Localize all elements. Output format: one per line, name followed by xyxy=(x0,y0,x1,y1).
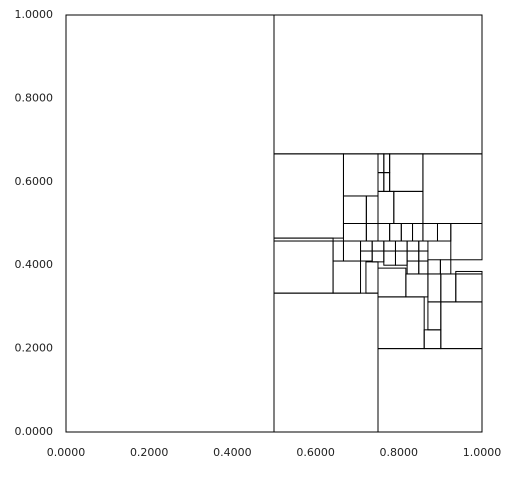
cell xyxy=(422,223,438,242)
cell xyxy=(455,270,483,275)
cell xyxy=(273,240,334,294)
cell xyxy=(371,250,385,263)
cell xyxy=(418,250,429,262)
cell xyxy=(389,153,424,192)
cell xyxy=(412,223,424,242)
cell xyxy=(365,195,379,224)
cell xyxy=(377,172,385,192)
cell xyxy=(342,223,367,242)
cell xyxy=(65,14,275,433)
cell xyxy=(418,260,429,275)
cell xyxy=(371,240,385,252)
cell xyxy=(383,153,391,174)
cell xyxy=(450,223,483,261)
y-tick-label: 0.6000 xyxy=(15,175,54,188)
cell xyxy=(418,240,429,252)
cell xyxy=(405,273,429,298)
cell xyxy=(440,301,483,350)
cell xyxy=(406,250,420,262)
cell xyxy=(332,260,362,294)
cell xyxy=(406,260,420,275)
cell xyxy=(427,301,442,331)
cell xyxy=(394,240,408,252)
cell xyxy=(400,223,414,242)
y-tick-label: 0.2000 xyxy=(15,342,54,355)
cell xyxy=(422,153,483,224)
x-tick-label: 0.0000 xyxy=(47,446,86,459)
cell xyxy=(439,259,452,275)
cell xyxy=(273,237,334,242)
y-tick-label: 1.0000 xyxy=(15,8,54,21)
cell xyxy=(273,292,379,433)
x-tick-label: 1.0000 xyxy=(463,446,502,459)
cell xyxy=(342,153,379,197)
y-tick-label: 0.0000 xyxy=(15,425,54,438)
cell xyxy=(383,250,396,266)
cell xyxy=(360,250,373,262)
x-tick-label: 0.8000 xyxy=(380,446,419,459)
cell xyxy=(377,296,425,350)
cell xyxy=(394,250,408,266)
cell xyxy=(393,190,424,225)
cell xyxy=(365,223,379,242)
y-tick-label: 0.8000 xyxy=(15,91,54,104)
cell xyxy=(360,240,373,252)
cell xyxy=(273,14,483,155)
cell xyxy=(427,273,442,303)
cell xyxy=(383,172,391,192)
cell xyxy=(365,261,379,294)
cell xyxy=(377,348,483,433)
cell xyxy=(342,240,362,262)
x-tick-label: 0.2000 xyxy=(130,446,169,459)
cell xyxy=(332,240,344,262)
x-tick-label: 0.6000 xyxy=(296,446,335,459)
cell xyxy=(383,240,396,252)
cell xyxy=(377,153,385,174)
cell xyxy=(377,190,395,225)
cell xyxy=(436,223,452,242)
x-tick-label: 0.4000 xyxy=(213,446,252,459)
y-tick-label: 0.4000 xyxy=(15,258,54,271)
cell xyxy=(273,153,344,239)
cell xyxy=(423,329,442,350)
cell xyxy=(389,223,402,242)
cell xyxy=(440,273,457,303)
cell xyxy=(342,195,367,224)
cell xyxy=(406,240,420,252)
cell xyxy=(455,273,483,303)
cell xyxy=(377,267,407,298)
cell xyxy=(427,259,441,275)
cell xyxy=(377,223,391,242)
